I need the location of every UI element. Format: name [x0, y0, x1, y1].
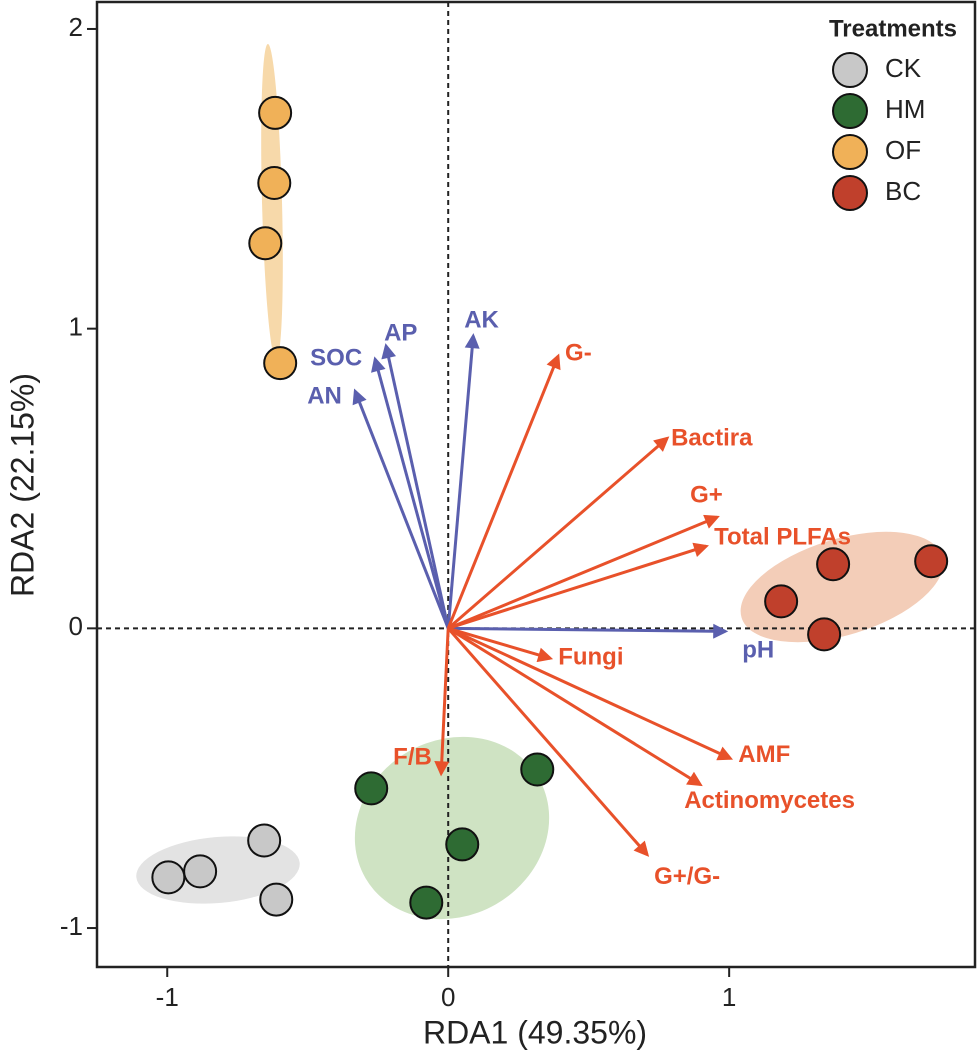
vector-arrow — [447, 514, 720, 630]
vector-label: F/B — [393, 744, 432, 771]
vector-arrow — [447, 436, 670, 630]
point — [248, 226, 283, 261]
point — [520, 752, 555, 787]
point — [354, 771, 389, 806]
vector-label: pH — [742, 637, 774, 664]
y-tick-label: 1 — [69, 312, 83, 342]
point — [445, 827, 480, 862]
ellipse-hm — [354, 736, 550, 920]
legend-label: BC — [885, 176, 921, 206]
x-axis-label: RDA1 (49.35%) — [423, 1014, 647, 1050]
vector-label: AK — [464, 306, 499, 333]
vector-label: SOC — [310, 345, 362, 372]
plot-frame — [95, 0, 977, 969]
vector-label: G+/G- — [654, 863, 720, 890]
vector-arrow — [447, 542, 709, 630]
vector-label: AP — [384, 319, 417, 346]
vector-label: AMF — [738, 741, 790, 768]
point — [263, 346, 298, 381]
x-tick-label: -1 — [156, 982, 179, 1012]
y-tick-label: 0 — [69, 611, 83, 641]
y-axis-label: RDA2 (22.15%) — [4, 373, 40, 597]
vector-label: Total PLFAs — [714, 524, 851, 551]
vector-arrow — [448, 623, 729, 639]
vector-arrow — [446, 333, 480, 629]
legend-label: OF — [885, 135, 921, 165]
vector-arrow — [352, 388, 450, 629]
legend-label: CK — [885, 53, 922, 83]
vector-arrow — [447, 627, 703, 787]
point — [257, 166, 292, 201]
vector-arrow — [371, 356, 450, 629]
point — [258, 95, 293, 130]
point — [764, 584, 799, 619]
point — [914, 544, 949, 579]
ellipse-of — [261, 44, 283, 360]
vector-label: Actinomycetes — [684, 787, 855, 814]
vector-label: G- — [565, 340, 592, 367]
point — [807, 617, 842, 652]
x-tick-label: 1 — [722, 982, 736, 1012]
vector-label: Bactira — [671, 425, 753, 452]
vector-arrow — [446, 353, 561, 629]
point — [183, 854, 218, 889]
vector-arrow — [434, 628, 450, 777]
x-tick-label: 0 — [441, 982, 455, 1012]
vector-arrow — [447, 627, 650, 857]
vector-arrow — [447, 626, 734, 761]
legend-marker — [832, 134, 868, 170]
point — [151, 860, 186, 895]
point — [409, 885, 444, 920]
vector-arrow — [381, 343, 450, 629]
legend-marker — [832, 52, 868, 88]
point — [816, 547, 851, 582]
vector-label: AN — [307, 383, 342, 410]
vector-arrow — [447, 626, 554, 663]
legend-marker — [832, 93, 868, 129]
legend-label: HM — [885, 94, 925, 124]
y-tick-label: 2 — [69, 12, 83, 42]
point — [247, 823, 282, 858]
group-ellipses — [136, 44, 944, 920]
point — [259, 882, 294, 917]
y-tick-label: -1 — [60, 911, 83, 941]
vector-label: G+ — [690, 482, 723, 509]
vector-label: Fungi — [558, 644, 623, 671]
legend-marker — [832, 175, 868, 211]
legend-title: Treatments — [829, 15, 957, 42]
